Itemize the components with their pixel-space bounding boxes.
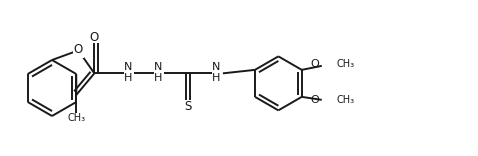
Text: H: H — [212, 73, 220, 83]
Text: H: H — [124, 73, 132, 83]
Text: O: O — [310, 95, 319, 105]
Text: O: O — [74, 43, 83, 56]
Text: N: N — [124, 62, 132, 72]
Text: O: O — [90, 31, 99, 44]
Text: CH₃: CH₃ — [67, 113, 86, 123]
Text: S: S — [184, 100, 192, 113]
Text: H: H — [154, 73, 163, 83]
Text: CH₃: CH₃ — [337, 59, 355, 69]
Text: CH₃: CH₃ — [337, 95, 355, 105]
Text: N: N — [212, 62, 220, 72]
Text: O: O — [310, 59, 319, 69]
Text: N: N — [154, 62, 163, 72]
